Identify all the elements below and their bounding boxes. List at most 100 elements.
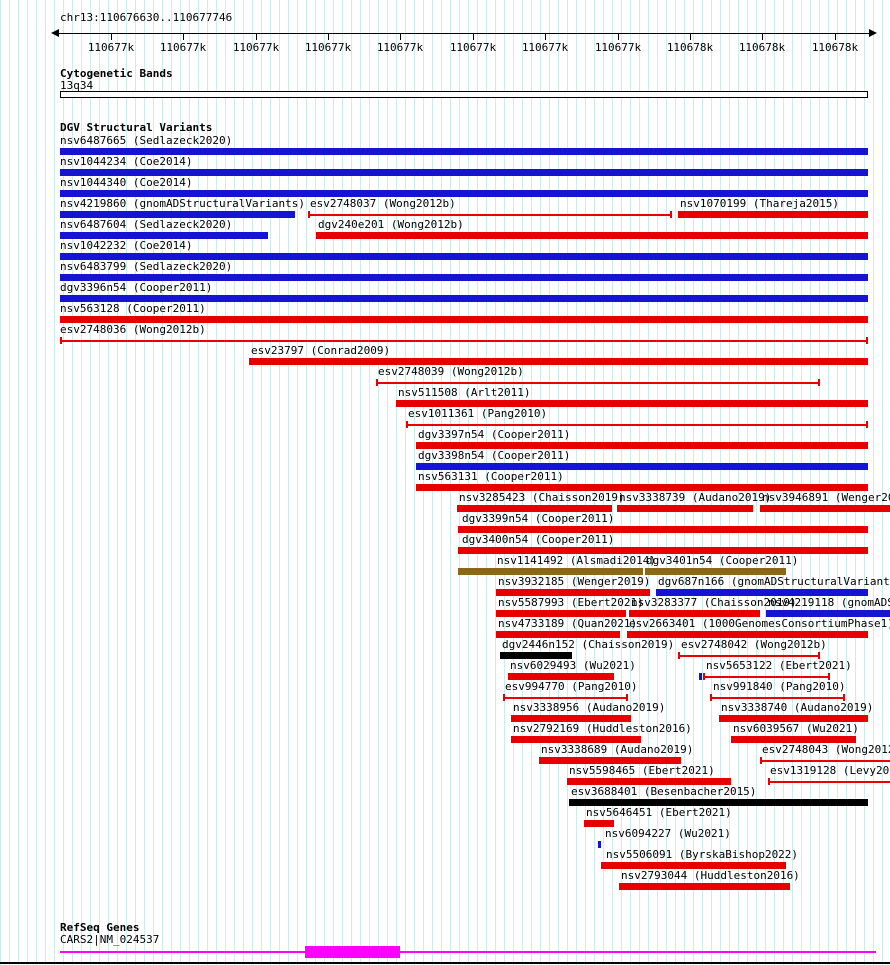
variant-label[interactable]: nsv3946891 (Wenger2019)	[762, 491, 890, 504]
variant-label[interactable]: nsv5587993 (Ebert2021)	[498, 596, 644, 609]
variant-bar[interactable]	[416, 463, 868, 470]
variant-label[interactable]: esv23797 (Conrad2009)	[251, 344, 391, 357]
variant-bar[interactable]	[766, 610, 890, 617]
variant-label[interactable]: nsv3932185 (Wenger2019)	[498, 575, 651, 588]
variant-bar[interactable]	[719, 715, 868, 722]
variant-label[interactable]: nsv1042232 (Coe2014)	[60, 239, 193, 252]
variant-bar[interactable]	[731, 736, 856, 743]
variant-label[interactable]: nsv6487604 (Sedlazeck2020)	[60, 218, 233, 231]
variant-span-line[interactable]	[308, 214, 672, 216]
variant-bar[interactable]	[569, 799, 868, 806]
variant-label[interactable]: dgv687n166 (gnomADStructuralVariants)	[658, 575, 890, 588]
variant-label[interactable]: nsv1141492 (Alsmadi2014)	[497, 554, 656, 567]
variant-label[interactable]: nsv3283377 (Chaisson2019)	[631, 596, 797, 609]
variant-bar[interactable]	[619, 883, 790, 890]
variant-bar[interactable]	[396, 400, 868, 407]
variant-label[interactable]: nsv6483799 (Sedlazeck2020)	[60, 260, 233, 273]
variant-bar[interactable]	[457, 505, 612, 512]
variant-label[interactable]: esv2748043 (Wong2012b)	[762, 743, 890, 756]
variant-label[interactable]: nsv1044340 (Coe2014)	[60, 176, 193, 189]
gene-intron-line[interactable]	[60, 951, 876, 953]
variant-bar[interactable]	[627, 631, 868, 638]
variant-label[interactable]: nsv6039567 (Wu2021)	[733, 722, 859, 735]
variant-label[interactable]: esv3688401 (Besenbacher2015)	[571, 785, 757, 798]
variant-span-line[interactable]	[710, 697, 845, 699]
variant-label[interactable]: nsv1070199 (Thareja2015)	[680, 197, 839, 210]
variant-label[interactable]: nsv2792169 (Huddleston2016)	[513, 722, 692, 735]
variant-bar[interactable]	[496, 589, 650, 596]
variant-label[interactable]: esv1011361 (Pang2010)	[408, 407, 548, 420]
variant-label[interactable]: nsv3338739 (Audano2019)	[619, 491, 772, 504]
variant-label[interactable]: esv2748037 (Wong2012b)	[310, 197, 456, 210]
variant-span-line[interactable]	[376, 382, 820, 384]
variant-label[interactable]: nsv5506091 (ByrskaBishop2022)	[606, 848, 799, 861]
variant-bar[interactable]	[60, 190, 868, 197]
variant-bar[interactable]	[601, 862, 786, 869]
variant-label[interactable]: nsv3338956 (Audano2019)	[513, 701, 666, 714]
variant-label[interactable]: nsv6487665 (Sedlazeck2020)	[60, 134, 233, 147]
variant-bar[interactable]	[416, 484, 868, 491]
variant-label[interactable]: nsv4733189 (Quan2021)	[498, 617, 638, 630]
variant-bar[interactable]	[458, 547, 868, 554]
variant-bar[interactable]	[617, 505, 753, 512]
variant-bar[interactable]	[584, 820, 614, 827]
variant-label[interactable]: dgv240e201 (Wong2012b)	[318, 218, 464, 231]
variant-tick[interactable]	[699, 673, 702, 680]
variant-label[interactable]: esv2748042 (Wong2012b)	[681, 638, 827, 651]
variant-span-line[interactable]	[406, 424, 868, 426]
variant-bar[interactable]	[60, 274, 868, 281]
variant-label[interactable]: esv2748036 (Wong2012b)	[60, 323, 206, 336]
variant-label[interactable]: nsv3338740 (Audano2019)	[721, 701, 874, 714]
variant-label[interactable]: dgv2446n152 (Chaisson2019)	[502, 638, 675, 651]
variant-label[interactable]: nsv3285423 (Chaisson2019)	[459, 491, 625, 504]
variant-bar[interactable]	[656, 589, 868, 596]
variant-label[interactable]: dgv3400n54 (Cooper2011)	[462, 533, 615, 546]
variant-bar[interactable]	[60, 316, 868, 323]
variant-bar[interactable]	[645, 568, 786, 575]
variant-bar[interactable]	[316, 232, 868, 239]
variant-bar[interactable]	[678, 211, 868, 218]
variant-label[interactable]: esv2748039 (Wong2012b)	[378, 365, 524, 378]
variant-label[interactable]: nsv5646451 (Ebert2021)	[586, 806, 732, 819]
variant-bar[interactable]	[760, 505, 890, 512]
variant-span-line[interactable]	[60, 340, 868, 342]
variant-label[interactable]: nsv563131 (Cooper2011)	[418, 470, 564, 483]
variant-label[interactable]: dgv3397n54 (Cooper2011)	[418, 428, 571, 441]
variant-bar[interactable]	[629, 610, 760, 617]
variant-label[interactable]: nsv3338689 (Audano2019)	[541, 743, 694, 756]
variant-label[interactable]: nsv6094227 (Wu2021)	[605, 827, 731, 840]
variant-label[interactable]: nsv5653122 (Ebert2021)	[706, 659, 852, 672]
variant-label[interactable]: esv2663401 (1000GenomesConsortiumPhase1)	[629, 617, 890, 630]
variant-bar[interactable]	[511, 715, 631, 722]
variant-label[interactable]: dgv3399n54 (Cooper2011)	[462, 512, 615, 525]
variant-bar[interactable]	[60, 148, 868, 155]
variant-bar[interactable]	[60, 253, 868, 260]
variant-bar[interactable]	[60, 169, 868, 176]
variant-bar[interactable]	[458, 568, 643, 575]
variant-bar[interactable]	[500, 652, 572, 659]
gene-exon-box[interactable]	[305, 946, 400, 958]
variant-label[interactable]: nsv2793044 (Huddleston2016)	[621, 869, 800, 882]
variant-bar[interactable]	[416, 442, 868, 449]
variant-label[interactable]: esv1319128 (Levy2007)	[770, 764, 890, 777]
variant-span-line[interactable]	[703, 676, 830, 678]
variant-bar[interactable]	[60, 232, 268, 239]
variant-label[interactable]: nsv511508 (Arlt2011)	[398, 386, 531, 399]
variant-label[interactable]: nsv5598465 (Ebert2021)	[569, 764, 715, 777]
variant-label[interactable]: nsv1044234 (Coe2014)	[60, 155, 193, 168]
variant-span-line[interactable]	[503, 697, 628, 699]
variant-bar[interactable]	[249, 358, 868, 365]
variant-label[interactable]: dgv3401n54 (Cooper2011)	[646, 554, 799, 567]
variant-bar[interactable]	[567, 778, 731, 785]
variant-label[interactable]: nsv991840 (Pang2010)	[713, 680, 846, 693]
variant-label[interactable]: nsv4219860 (gnomADStructuralVariants)	[60, 197, 306, 210]
variant-label[interactable]: nsv4219118 (gnomADStructuralVariants)	[768, 596, 890, 609]
variant-label[interactable]: nsv563128 (Cooper2011)	[60, 302, 206, 315]
variant-bar[interactable]	[60, 211, 295, 218]
variant-tick[interactable]	[598, 841, 601, 848]
variant-label[interactable]: dgv3396n54 (Cooper2011)	[60, 281, 213, 294]
variant-label[interactable]: nsv6029493 (Wu2021)	[510, 659, 636, 672]
variant-label[interactable]: dgv3398n54 (Cooper2011)	[418, 449, 571, 462]
variant-bar[interactable]	[496, 631, 620, 638]
variant-bar[interactable]	[508, 673, 614, 680]
